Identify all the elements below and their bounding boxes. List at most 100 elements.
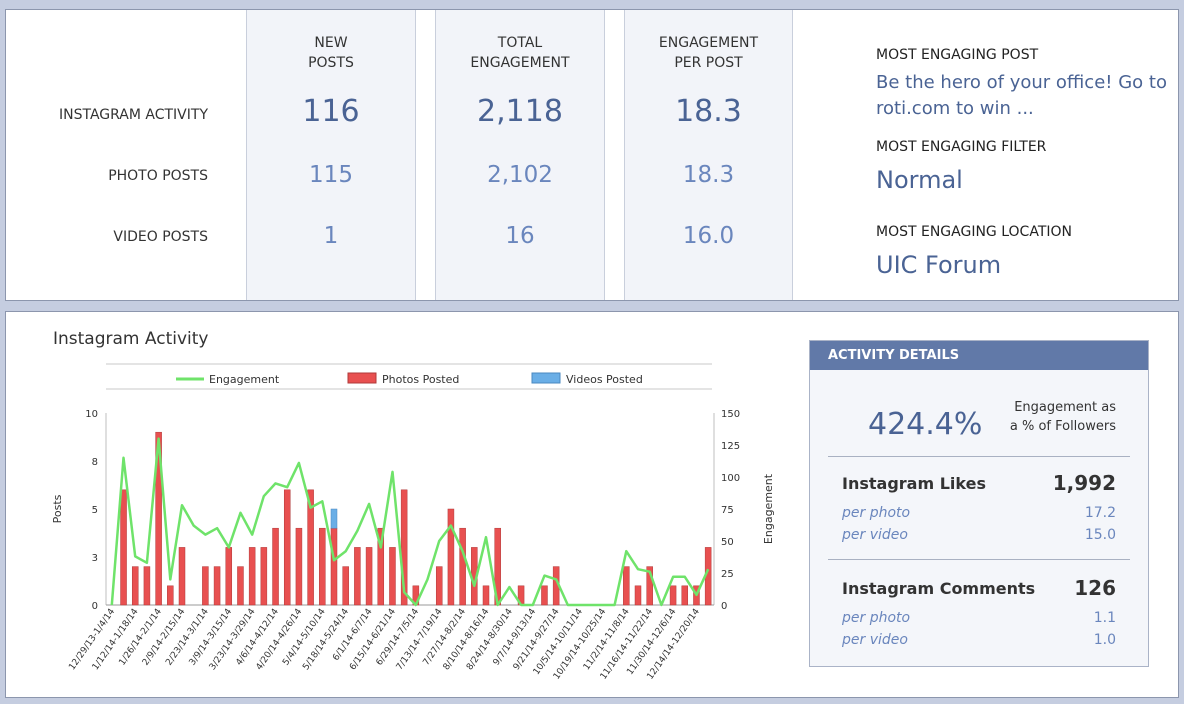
legend-label-photos: Photos Posted: [382, 373, 459, 386]
instagram-comments-total: 126: [1074, 576, 1116, 600]
total-engagement-photo: 2,102: [487, 162, 553, 188]
comments-per-video-label: per video: [842, 632, 908, 648]
details-divider-2: [828, 559, 1130, 560]
legend-swatch-photos: [347, 372, 377, 384]
likes-per-video-value: 15.0: [1084, 527, 1116, 543]
photo-bar[interactable]: [213, 566, 221, 606]
photo-bar[interactable]: [669, 585, 677, 606]
comments-per-photo-value: 1.1: [1093, 610, 1116, 626]
most-engaging-location-title: MOST ENGAGING LOCATION: [876, 224, 1072, 240]
instagram-likes-total: 1,992: [1052, 471, 1116, 495]
photo-bar[interactable]: [435, 566, 443, 606]
photo-bar[interactable]: [646, 566, 653, 606]
photo-bar[interactable]: [167, 585, 174, 606]
y2-tick-6: 150: [721, 409, 740, 420]
total-engagement-total: 2,118: [477, 94, 563, 129]
photo-bar[interactable]: [295, 527, 303, 606]
photo-bar[interactable]: [377, 527, 385, 606]
photo-bar[interactable]: [272, 527, 279, 606]
x-tick-labels: 12/29/13-1/4/141/12/14-1/18/141/26/14-2/…: [67, 607, 702, 682]
new-posts-photo: 115: [309, 162, 353, 188]
photo-bar[interactable]: [202, 566, 209, 606]
photo-bar[interactable]: [354, 547, 361, 606]
photo-bar[interactable]: [155, 431, 162, 606]
legend: Engagement Photos Posted Videos Posted: [176, 372, 643, 386]
photo-bar[interactable]: [482, 585, 490, 606]
total-engagement-video: 16: [505, 223, 535, 249]
photo-bar[interactable]: [307, 489, 314, 606]
activity-panel: Instagram Activity Engagement Photos Pos…: [5, 311, 1179, 698]
photo-bar[interactable]: [143, 566, 151, 606]
chart-title: Instagram Activity: [53, 329, 209, 349]
y2-tick-2: 50: [721, 537, 734, 548]
y2-tick-1: 25: [721, 569, 734, 580]
engagement-rate-label: Engagement as a % of Followers: [1010, 398, 1116, 436]
photo-bar[interactable]: [342, 566, 349, 606]
photo-bar[interactable]: [447, 508, 455, 606]
photo-bar[interactable]: [541, 585, 548, 606]
row-label-photo-posts: PHOTO POSTS: [108, 168, 208, 184]
photo-bar[interactable]: [459, 527, 466, 606]
new-posts-video: 1: [323, 223, 339, 249]
photo-bar[interactable]: [248, 547, 256, 606]
video-bar[interactable]: [330, 508, 338, 529]
row-label-video-posts: VIDEO POSTS: [113, 229, 208, 245]
engagement-line[interactable]: [110, 437, 710, 607]
details-divider-1: [828, 456, 1130, 457]
photo-bar[interactable]: [634, 585, 642, 606]
y-tick-1: 3: [92, 553, 98, 564]
photo-bar[interactable]: [283, 489, 291, 606]
y2-tick-0: 0: [721, 601, 727, 612]
y2-tick-4: 100: [721, 473, 740, 484]
most-engaging-post-title: MOST ENGAGING POST: [876, 47, 1039, 63]
activity-details: ACTIVITY DETAILS 424.4% Engagement as a …: [809, 340, 1149, 667]
y-tick-0: 0: [92, 601, 98, 612]
new-posts-column: NEW POSTS 116 115 1: [246, 10, 416, 300]
legend-swatch-videos: [531, 372, 561, 384]
total-engagement-header: TOTAL ENGAGEMENT: [470, 35, 570, 71]
photo-bar[interactable]: [623, 566, 630, 606]
y2-tick-5: 125: [721, 441, 740, 452]
activity-details-title: ACTIVITY DETAILS: [810, 341, 1148, 370]
most-engaging-post-line-1: Be the hero of your office! Go to: [876, 72, 1167, 93]
y-tick-2: 5: [92, 505, 98, 516]
legend-label-engagement: Engagement: [209, 373, 280, 386]
likes-per-photo-label: per photo: [842, 505, 911, 521]
photo-bar[interactable]: [237, 566, 244, 606]
row-label-instagram-activity: INSTAGRAM ACTIVITY: [59, 107, 208, 123]
photo-bar[interactable]: [681, 585, 689, 606]
most-engaging-post-text[interactable]: Be the hero of your office! Go to roti.c…: [876, 70, 1167, 122]
instagram-comments-title: Instagram Comments: [842, 579, 1036, 598]
photo-bar[interactable]: [365, 547, 373, 606]
total-engagement-column: TOTAL ENGAGEMENT 2,118 2,102 16: [435, 10, 605, 300]
photo-bar[interactable]: [178, 547, 186, 606]
likes-per-photo-value: 17.2: [1084, 505, 1116, 521]
y-tick-3: 8: [92, 457, 98, 468]
photo-bar[interactable]: [260, 547, 268, 606]
photo-bar[interactable]: [319, 527, 326, 606]
engagement-line-group: [110, 437, 710, 607]
y2-axis-label: Engagement: [762, 473, 775, 544]
new-posts-header: NEW POSTS: [308, 35, 354, 71]
most-engaging-post-line-2: roti.com to win ...: [876, 98, 1034, 119]
y2-tick-3: 75: [721, 505, 734, 516]
y-tick-4: 10: [85, 409, 98, 420]
comments-per-video-value: 1.0: [1093, 632, 1116, 648]
photo-bar[interactable]: [225, 547, 233, 606]
engagement-per-post-column: ENGAGEMENT PER POST 18.3 18.3 16.0: [624, 10, 793, 300]
bars-group: [120, 431, 712, 606]
engagement-rate-label-line-2: a % of Followers: [1009, 419, 1116, 434]
most-engaging-filter-title: MOST ENGAGING FILTER: [876, 139, 1047, 155]
legend-label-videos: Videos Posted: [566, 373, 643, 386]
photo-bar[interactable]: [131, 566, 139, 606]
engagement-rate-label-line-1: Engagement as: [1014, 400, 1116, 415]
comments-per-photo-label: per photo: [842, 610, 911, 626]
most-engaging-location-value: UIC Forum: [876, 251, 1002, 279]
photo-bar[interactable]: [389, 547, 396, 606]
most-engaging-filter-value: Normal: [876, 166, 963, 194]
photo-bar[interactable]: [120, 489, 127, 606]
photo-bar[interactable]: [400, 489, 408, 606]
photo-bar[interactable]: [330, 527, 338, 606]
likes-per-video-label: per video: [842, 527, 908, 543]
